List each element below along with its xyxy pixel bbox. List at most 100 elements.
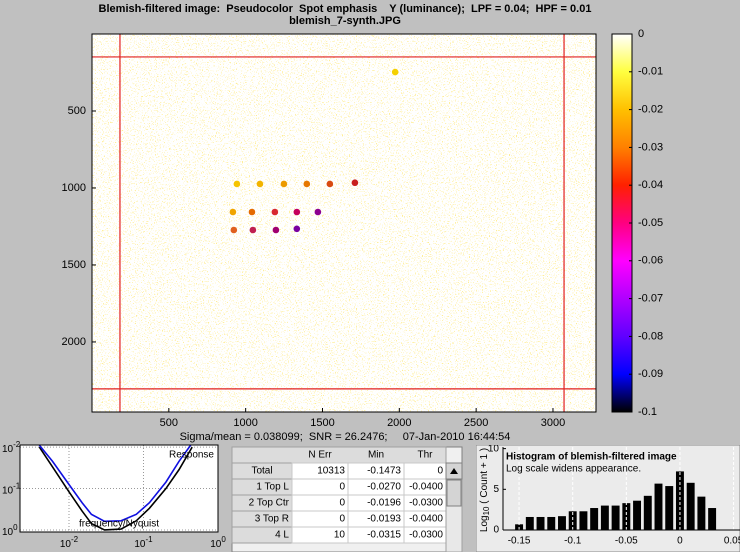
spot xyxy=(271,208,279,216)
histogram-background xyxy=(476,445,740,552)
y-axis-label: Log10 ( Count + 1 ) xyxy=(479,448,491,532)
spot xyxy=(293,208,301,216)
y-axis-label-text: Log xyxy=(479,515,490,532)
colorbar-tick-label: -0.09 xyxy=(638,368,663,380)
y-axis-label-subscript: 10 xyxy=(482,506,491,515)
histogram-subtitle: Log scale widens appearance. xyxy=(506,464,641,475)
histogram-bar xyxy=(600,505,609,530)
image-axes: 500 1000 1500 2000 2500 3000 500 1000 1500 2000 xyxy=(62,33,597,429)
cell-text: -0.0193 xyxy=(367,514,401,525)
x-tick-label-base: 10 xyxy=(134,539,146,550)
y-tick-label-exponent: -2 xyxy=(13,440,21,449)
x-tick-label: -0.15 xyxy=(508,536,531,547)
spot xyxy=(230,226,238,234)
histogram-bar xyxy=(654,483,663,530)
x-tick-label-base: 10 xyxy=(60,539,72,550)
row-label: 1 Top L xyxy=(256,482,289,493)
spot xyxy=(233,180,241,188)
row-label: Total xyxy=(251,466,272,477)
y-tick-label-base: 10 xyxy=(2,444,14,455)
histogram-bar xyxy=(558,516,566,530)
x-tick-label: 0.05 xyxy=(724,536,740,547)
spot xyxy=(293,225,301,233)
colorbar-tick-label: -0.1 xyxy=(638,406,657,418)
colorbar-tick-label: -0.02 xyxy=(638,104,663,116)
colorbar-tick-label: -0.05 xyxy=(638,217,663,229)
x-tick-label: 1000 xyxy=(233,417,257,429)
histogram-bar xyxy=(708,508,717,530)
histogram-bar xyxy=(525,516,534,530)
y-tick-label-exponent: 0 xyxy=(13,523,18,532)
x-tick-label: 10-1 xyxy=(134,535,153,550)
column-header: Thr xyxy=(418,450,434,461)
colorbar-tick-label: -0.06 xyxy=(638,255,663,267)
y-tick-label: 5 xyxy=(493,484,499,495)
y-tick-label: 100 xyxy=(2,523,18,538)
histogram-bar xyxy=(686,482,695,530)
cell-text: 0 xyxy=(437,466,443,477)
colorbar-tick-label: -0.04 xyxy=(638,179,663,191)
histogram-panel: -0.15 -0.1 -0.05 0 0.05 0 5 10 Histogram of blem… xyxy=(476,443,740,552)
y-axis-label-rest: ( Count + 1 ) xyxy=(479,448,490,507)
y-tick-label: 10-2 xyxy=(2,440,21,455)
y-tick-label: 10-1 xyxy=(2,482,21,497)
cell-text: -0.0270 xyxy=(367,482,401,493)
cell-text: -0.1473 xyxy=(367,466,401,477)
y-tick-label: 10 xyxy=(488,443,500,454)
cell-text: -0.0400 xyxy=(409,482,443,493)
colorbar-tick-label: -0.01 xyxy=(638,66,663,78)
column-header: N Err xyxy=(308,450,332,461)
axes-box xyxy=(19,444,219,533)
y-tick-label: 0 xyxy=(493,525,499,536)
response-curve xyxy=(38,445,192,523)
image-noise xyxy=(92,34,596,412)
cell-text: -0.0315 xyxy=(367,530,401,541)
y-tick-label: 2000 xyxy=(62,336,86,348)
histogram-bar xyxy=(536,516,545,530)
spot xyxy=(303,180,311,188)
y-tick-label: 1000 xyxy=(62,182,86,194)
row-label: 2 Top Ctr xyxy=(249,498,290,509)
histogram-bar xyxy=(579,511,588,530)
colorbar-tick-label: -0.07 xyxy=(638,293,663,305)
row-label: 4 L xyxy=(275,530,289,541)
spot xyxy=(314,208,322,216)
results-table: N Err Min Thr Total 10313 -0.1473 0 1 Top L 0 -0.… xyxy=(231,446,463,552)
image-content xyxy=(92,34,596,412)
x-tick-label: 0 xyxy=(677,536,683,547)
cell-text: -0.0400 xyxy=(409,514,443,525)
row-label: 3 Top R xyxy=(255,514,289,525)
histogram-bar xyxy=(675,471,684,530)
histogram-title: Histogram of blemish-filtered image xyxy=(506,452,677,463)
colorbar-tick-label: -0.03 xyxy=(638,141,663,153)
cell-text: 0 xyxy=(339,514,345,525)
cell-text: 0 xyxy=(339,482,345,493)
histogram-bar xyxy=(547,516,556,530)
scroll-thumb[interactable] xyxy=(446,479,462,507)
y-tick-label-exponent: -1 xyxy=(13,482,21,491)
response-curves xyxy=(38,445,193,531)
x-tick-label: -0.05 xyxy=(615,536,638,547)
x-tick-label: 2000 xyxy=(387,417,411,429)
cell-text: -0.0300 xyxy=(409,530,443,541)
cell-text: 0 xyxy=(339,498,345,509)
colorbar: 0 -0.01 -0.02 -0.03 -0.04 -0.05 -0.06 -0.07 -0.0… xyxy=(611,28,663,418)
x-tick-label: 3000 xyxy=(541,417,565,429)
colorbar-tick-label: -0.08 xyxy=(638,330,663,342)
scroll-up-arrow xyxy=(450,468,458,474)
x-tick-label: 500 xyxy=(160,417,178,429)
spot xyxy=(391,68,399,76)
axes-box xyxy=(91,33,597,413)
cell-text: -0.0196 xyxy=(367,498,401,509)
x-tick-label-exponent: -1 xyxy=(145,535,153,544)
response-xlabel: frequency/Nyquist xyxy=(79,519,159,530)
y-tick-label-base: 10 xyxy=(2,527,14,538)
histogram-bar xyxy=(611,505,620,530)
spot xyxy=(248,208,256,216)
spot xyxy=(249,226,257,234)
x-tick-label-base: 10 xyxy=(210,539,222,550)
histogram-bar xyxy=(643,495,652,530)
